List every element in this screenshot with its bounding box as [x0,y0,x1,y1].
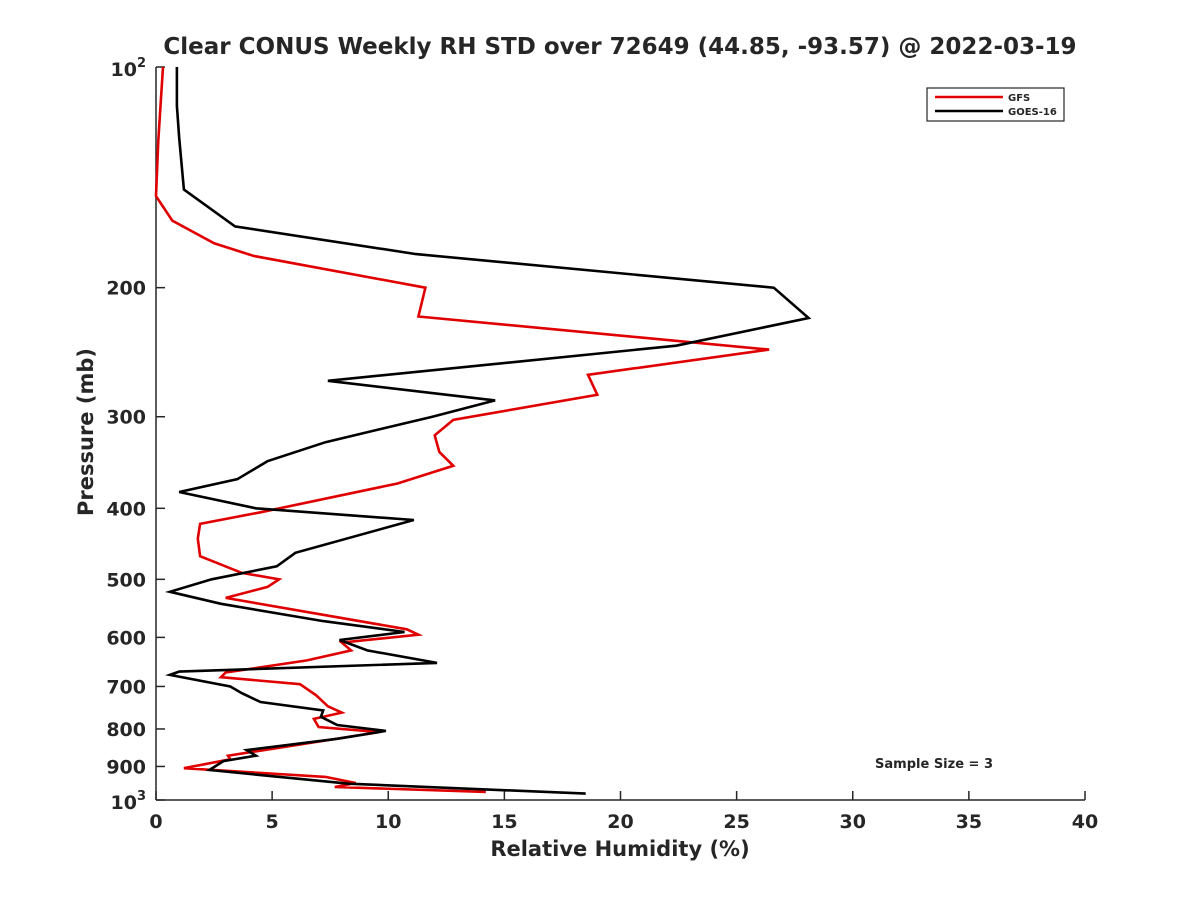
y-decade-exponent: 3 [137,789,146,804]
y-decade-exponent: 2 [137,56,146,71]
chart-title: Clear CONUS Weekly RH STD over 72649 (44… [163,34,1076,60]
x-axis-label: Relative Humidity (%) [490,837,749,861]
y-tick-label: 900 [106,756,146,778]
y-tick-label: 200 [106,278,146,300]
x-tick-label: 5 [266,811,279,833]
series-goes16-line [164,67,812,795]
x-tick-label: 25 [723,811,749,833]
x-tick-label: 15 [491,811,517,833]
x-tick-label: 30 [840,811,866,833]
y-tick-label: 400 [106,498,146,520]
annotation-layer: Sample Size = 3 [875,757,993,772]
legend-label-gfs: GFS [1008,93,1030,104]
x-axis: 0 5 10 15 20 25 30 35 40 [149,791,1098,833]
y-tick-label: 600 [106,627,146,649]
x-tick-label: 10 [375,811,401,833]
y-tick-label: 500 [106,569,146,591]
y-decade-tick-label: 102 [111,56,147,81]
x-tick-label: 20 [607,811,633,833]
series-layer [154,66,812,795]
x-tick-label: 35 [956,811,982,833]
y-tick-label: 300 [106,407,146,429]
sample-size-annotation: Sample Size = 3 [875,757,993,772]
y-tick-label: 700 [106,676,146,698]
x-tick-label: 0 [149,811,162,833]
y-axis-label: Pressure (mb) [74,348,98,516]
legend-label-goes16: GOES-16 [1008,107,1057,118]
y-decade-base: 10 [111,59,137,81]
y-tick-label: 800 [106,719,146,741]
y-decade-tick-label: 103 [111,789,147,814]
legend: GFS GOES-16 [926,87,1065,122]
x-tick-label: 40 [1072,811,1098,833]
y-decade-base: 10 [111,792,137,814]
series-gfs-line [154,66,770,794]
legend-box [926,87,1065,122]
